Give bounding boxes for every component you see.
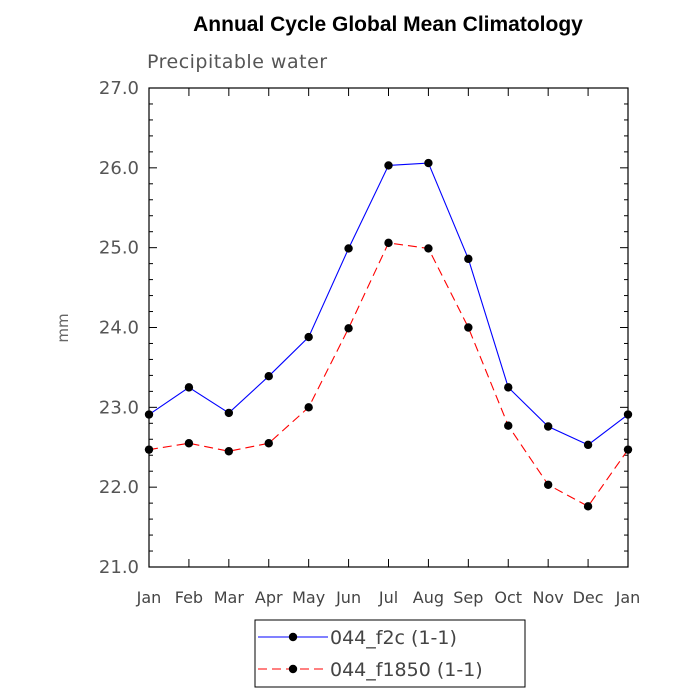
y-tick-label: 27.0 xyxy=(99,78,139,99)
series-1-point xyxy=(424,158,433,168)
legend-marker-1 xyxy=(288,632,298,642)
x-tick-label: Mar xyxy=(214,588,245,607)
legend-marker-2 xyxy=(288,664,298,674)
series-1-point xyxy=(344,244,353,253)
x-tick-label: Aug xyxy=(413,588,444,607)
series-2-point xyxy=(583,502,593,511)
y-axis-label: mm xyxy=(54,313,72,342)
series-line-2 xyxy=(148,242,629,508)
series-layer xyxy=(144,158,633,511)
series-1-point xyxy=(583,440,593,450)
series-1-point xyxy=(623,410,633,419)
x-tick-label: Apr xyxy=(255,588,283,607)
series-2-point xyxy=(264,439,273,448)
plot-frame xyxy=(148,87,629,568)
series-2-point xyxy=(224,447,234,456)
series-2-point xyxy=(623,445,633,454)
x-tick-label: Jan xyxy=(615,588,641,607)
series-1-point xyxy=(264,371,273,381)
series-2-point xyxy=(464,323,473,332)
legend-label-2: 044_f1850 (1-1) xyxy=(330,659,483,681)
axis-ticks xyxy=(148,87,629,568)
x-tick-labels: Jan Feb Mar Apr May Jun Jul Aug Sep Oct Nov Dec Jan xyxy=(136,588,641,607)
series-1-point xyxy=(304,332,313,342)
series-2-point xyxy=(543,480,553,489)
series-2-point xyxy=(144,445,154,454)
legend-label-1: 044_f2c (1-1) xyxy=(330,627,457,649)
legend-box xyxy=(254,619,526,688)
x-tick-label: Jun xyxy=(335,588,361,607)
x-tick-label: Oct xyxy=(494,588,522,607)
y-tick-label: 21.0 xyxy=(99,557,139,578)
legend: 044_f2c (1-1) 044_f1850 (1-1) xyxy=(254,619,526,688)
series-1-point xyxy=(384,161,393,170)
series-line-1 xyxy=(148,162,629,446)
x-tick-label: Jan xyxy=(136,588,162,607)
y-tick-label: 26.0 xyxy=(99,158,139,179)
series-2-point xyxy=(184,439,194,448)
series-2-point xyxy=(504,421,513,430)
x-tick-label: May xyxy=(292,588,325,607)
y-tick-label: 25.0 xyxy=(99,238,139,259)
series-1-point xyxy=(144,410,154,419)
chart-title: Annual Cycle Global Mean Climatology xyxy=(193,13,583,36)
series-1-point xyxy=(224,408,234,418)
series-2-point xyxy=(384,238,393,248)
series-1-point xyxy=(504,383,513,392)
y-tick-labels: 21.0 22.0 23.0 24.0 25.0 26.0 27.0 xyxy=(99,78,139,578)
series-2-point xyxy=(344,324,353,333)
y-tick-label: 23.0 xyxy=(99,397,139,418)
x-tick-label: Nov xyxy=(533,588,564,607)
series-2-point xyxy=(304,403,313,412)
series-1-point xyxy=(543,422,553,431)
series-1-point xyxy=(464,254,473,264)
x-tick-label: Sep xyxy=(453,588,483,607)
series-2-point xyxy=(424,244,433,253)
y-tick-label: 24.0 xyxy=(99,318,139,339)
y-tick-label: 22.0 xyxy=(99,477,139,498)
x-tick-label: Jul xyxy=(378,588,398,607)
series-1-point xyxy=(184,383,194,392)
chart-subtitle: Precipitable water xyxy=(147,51,328,73)
x-tick-label: Feb xyxy=(175,588,203,607)
x-tick-label: Dec xyxy=(573,588,604,607)
